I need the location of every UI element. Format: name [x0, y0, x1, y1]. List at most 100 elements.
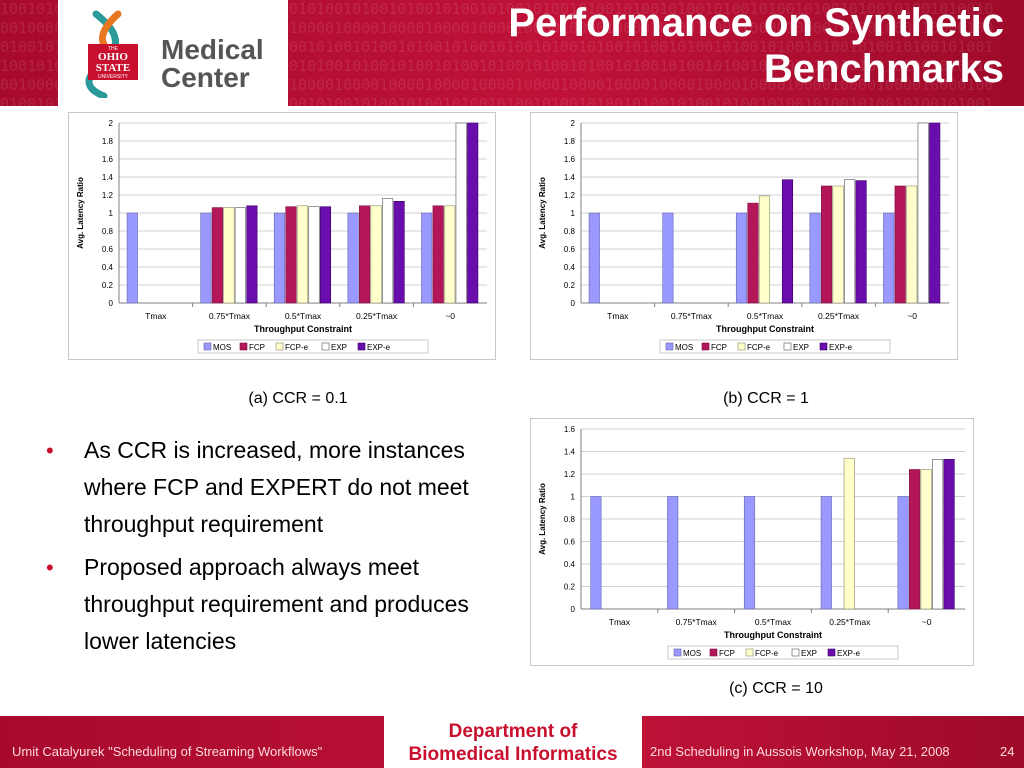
bullet-item: • As CCR is increased, more instances whe…	[42, 432, 482, 543]
legend-label: MOS	[213, 343, 231, 352]
bar-fcp-4	[432, 205, 444, 304]
bar-mos-0	[590, 496, 602, 610]
x-tick-label: Tmax	[609, 617, 631, 627]
bullet-list: • As CCR is increased, more instances whe…	[42, 432, 482, 666]
bar-mos-4	[897, 496, 909, 610]
bar-fcp-e-2	[758, 195, 771, 304]
bar-mos-1	[662, 212, 674, 304]
legend-box	[659, 339, 891, 354]
bar-fcp-3	[359, 205, 371, 304]
footer-event: 2nd Scheduling in Aussois Workshop, May …	[650, 744, 950, 759]
chart-ccr-1: 0 0.2 0.4 0.6 0.8 1 1.2 1.4 1.6 1.8 2 Tmax 0.75*Tmax…	[530, 112, 958, 360]
legend-label: FCP-e	[747, 343, 771, 352]
y-axis-title: Avg. Latency Ratio	[538, 177, 547, 249]
bar-exp-1	[234, 207, 246, 304]
dna-helix-icon: THE OHIO STATE UNIVERSITY	[85, 10, 138, 98]
x-tick-label: Tmax	[145, 311, 167, 321]
bullet-text: As CCR is increased, more instances wher…	[84, 437, 469, 537]
y-tick-label: 0	[109, 299, 114, 308]
legend-swatch-exp	[791, 648, 800, 657]
bar-mos-2	[735, 212, 748, 304]
bar-mos-1	[667, 496, 679, 610]
y-tick-label: 0.2	[102, 281, 114, 290]
y-tick-label: 1.2	[564, 470, 576, 479]
y-tick-label: 1.4	[102, 173, 114, 182]
y-tick-label: 1.4	[564, 173, 576, 182]
x-tick-label: 0.5*Tmax	[285, 311, 322, 321]
department-line1: Department of	[448, 721, 578, 742]
legend-label: FCP	[711, 343, 727, 352]
bar-exp-3	[382, 198, 394, 304]
osu-medical-center-logo: THE OHIO STATE UNIVERSITY Medical Center	[58, 0, 288, 106]
legend-swatch-exp-e	[357, 342, 366, 351]
y-tick-label: 1.2	[564, 191, 576, 200]
x-tick-label: 0.75*Tmax	[209, 311, 251, 321]
legend-swatch-fcp	[701, 342, 710, 351]
legend-label: EXP	[801, 649, 817, 658]
legend-swatch-exp	[783, 342, 792, 351]
footer-presenter: Umit Catalyurek "Scheduling of Streaming…	[12, 744, 323, 759]
x-tick-label: 0.5*Tmax	[747, 311, 784, 321]
bar-mos-4	[883, 212, 895, 304]
bar-mos-4	[421, 212, 433, 304]
bar-fcp-4	[909, 469, 921, 610]
logo-the-text: THE	[108, 46, 119, 52]
legend-swatch-fcp	[709, 648, 718, 657]
bar-exp-e-2	[319, 206, 332, 304]
bar-chart-svg: 0 0.2 0.4 0.6 0.8 1 1.2 1.4 1.6 1.8 2 Tmax 0.75*Tmax…	[538, 119, 949, 354]
y-tick-label: 1.4	[564, 448, 576, 457]
y-tick-label: 0	[571, 299, 576, 308]
x-axis-title: Throughput Constraint	[716, 324, 814, 334]
logo-wordmark: Medical Center	[161, 36, 264, 92]
legend-swatch-fcp	[239, 342, 248, 351]
legend-label: MOS	[675, 343, 693, 352]
bar-fcp-3	[821, 185, 833, 304]
page-number: 24	[1000, 744, 1015, 759]
x-tick-label: ~0	[445, 311, 455, 321]
bar-fcp-4	[894, 185, 906, 304]
bar-mos-0	[126, 212, 138, 304]
x-tick-label: 0.25*Tmax	[356, 311, 398, 321]
y-tick-label: 0.2	[564, 281, 576, 290]
bar-mos-2	[743, 496, 756, 610]
legend-box	[667, 645, 899, 660]
bar-fcp-e-4	[906, 185, 918, 304]
legend-label: EXP	[793, 343, 809, 352]
y-tick-label: 0.4	[102, 263, 114, 272]
bar-mos-0	[588, 212, 600, 304]
x-tick-label: 0.25*Tmax	[829, 617, 871, 627]
x-tick-label: ~0	[922, 617, 932, 627]
bar-fcp-2	[747, 202, 759, 304]
y-tick-label: 1.6	[564, 155, 576, 164]
bar-chart-svg: 0 0.2 0.4 0.6 0.8 1 1.2 1.4 1.6 1.8 2 Tmax 0.75*Tmax…	[76, 119, 487, 354]
bar-chart-svg: 0 0.2 0.4 0.6 0.8 1 1.2 1.4 1.6 Tmax 0.75*Tmax 0.5*…	[538, 425, 965, 660]
bullet-dot-icon: •	[46, 555, 54, 580]
y-tick-label: 0.8	[564, 227, 576, 236]
bar-exp-e-4	[929, 122, 941, 304]
logo-word-medical: Medical	[161, 34, 264, 65]
x-tick-label: 0.75*Tmax	[671, 311, 713, 321]
bar-exp-e-3	[855, 180, 867, 304]
legend-swatch-mos	[673, 648, 682, 657]
bullet-item: • Proposed approach always meet throughpu…	[42, 549, 482, 660]
chart-ccr-10: 0 0.2 0.4 0.6 0.8 1 1.2 1.4 1.6 Tmax 0.75*Tmax 0.5*…	[530, 418, 974, 666]
legend-label: FCP-e	[285, 343, 309, 352]
y-axis-title: Avg. Latency Ratio	[76, 177, 85, 249]
chart-caption-b: (b) CCR = 1	[723, 390, 809, 407]
bar-exp-4	[932, 459, 944, 610]
bar-mos-3	[820, 496, 832, 610]
department-logo: Department of Biomedical Informatics	[384, 716, 642, 768]
y-tick-label: 2	[109, 119, 114, 128]
header-bar: 1001010010100101001010010100101001010010…	[0, 0, 1024, 106]
bar-exp-e-1	[246, 205, 258, 304]
legend-box	[197, 339, 429, 354]
legend-swatch-mos	[665, 342, 674, 351]
y-tick-label: 1.8	[102, 137, 114, 146]
bar-fcp-e-3	[843, 457, 855, 610]
bar-exp-e-4	[467, 122, 479, 304]
bar-mos-1	[200, 212, 212, 304]
x-tick-label: Tmax	[607, 311, 629, 321]
x-tick-label: 0.75*Tmax	[676, 617, 718, 627]
logo-university-text: UNIVERSITY	[98, 74, 129, 80]
legend-label: FCP-e	[755, 649, 779, 658]
